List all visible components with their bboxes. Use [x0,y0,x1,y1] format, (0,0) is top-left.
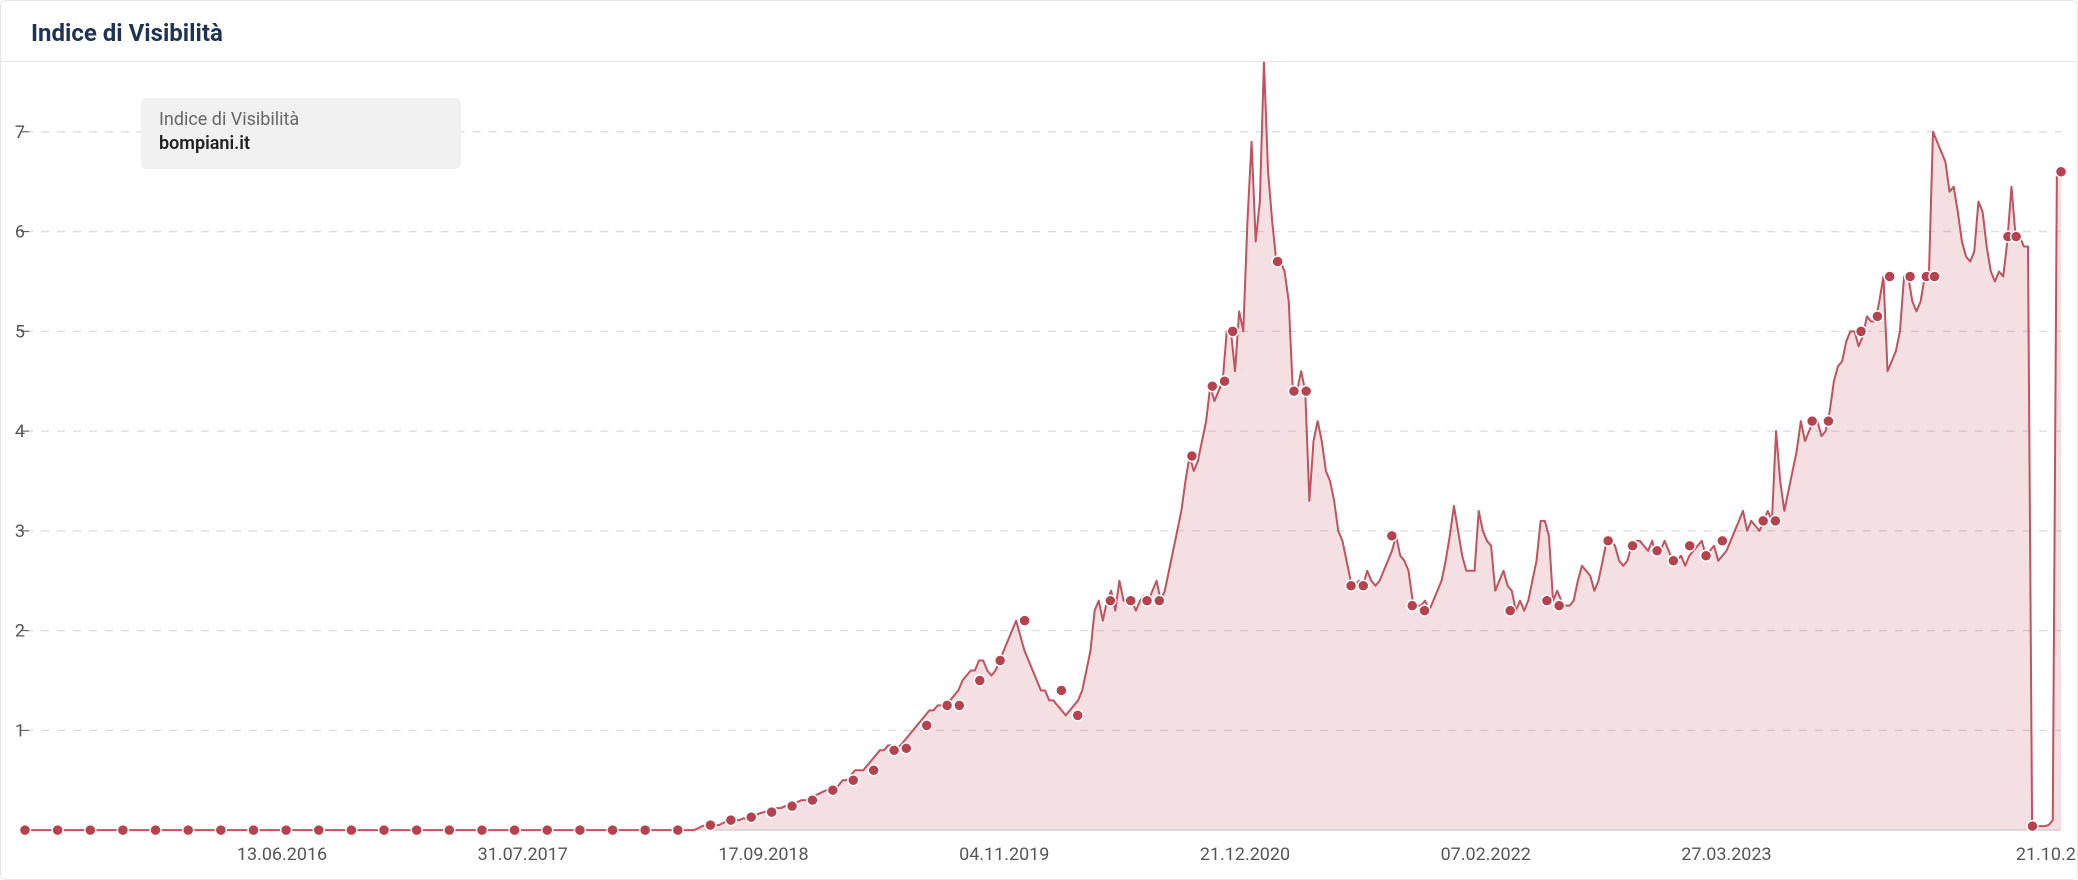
chart-data-point[interactable] [1186,451,1197,462]
chart-data-point[interactable] [379,825,390,836]
x-axis-tick-label: 21.10.2024 [2016,844,2077,865]
chart-data-point[interactable] [746,812,757,823]
legend-series-title: Indice di Visibilità [159,108,439,132]
chart-data-point[interactable] [1288,386,1299,397]
chart-data-point[interactable] [1554,600,1565,611]
chart-data-point[interactable] [1154,595,1165,606]
chart-data-point[interactable] [1346,580,1357,591]
chart-data-point[interactable] [1505,605,1516,616]
chart-data-point[interactable] [1717,535,1728,546]
card-title[interactable]: Indice di Visibilità [31,19,2047,47]
x-axis-tick-label: 21.12.2020 [1200,844,1290,865]
chart-data-point[interactable] [574,825,585,836]
chart-data-point[interactable] [1603,535,1614,546]
chart-data-point[interactable] [1125,595,1136,606]
visibility-chart[interactable]: 123456713.06.201631.07.201717.09.201804.… [1,62,2077,876]
chart-data-point[interactable] [1386,530,1397,541]
chart-data-point[interactable] [248,825,259,836]
chart-data-point[interactable] [19,825,30,836]
chart-data-point[interactable] [444,825,455,836]
chart-data-point[interactable] [1770,515,1781,526]
chart-data-point[interactable] [827,785,838,796]
x-axis-tick-label: 07.02.2022 [1441,844,1531,865]
chart-data-point[interactable] [1227,326,1238,337]
chart-data-point[interactable] [1219,376,1230,387]
chart-data-point[interactable] [509,825,520,836]
chart-data-point[interactable] [1207,381,1218,392]
chart-area-fill [25,62,2061,830]
x-axis-tick-label: 04.11.2019 [959,844,1049,865]
chart-data-point[interactable] [640,825,651,836]
chart-data-point[interactable] [2056,166,2067,177]
chart-data-point[interactable] [705,820,716,831]
chart-data-point[interactable] [921,720,932,731]
chart-data-point[interactable] [1701,550,1712,561]
x-axis-tick-label: 13.06.2016 [237,844,327,865]
chart-data-point[interactable] [52,825,63,836]
chart-data-point[interactable] [1056,685,1067,696]
chart-data-point[interactable] [1807,416,1818,427]
chart-data-point[interactable] [1072,710,1083,721]
chart-data-point[interactable] [1758,515,1769,526]
chart-container: 123456713.06.201631.07.201717.09.201804.… [1,62,2077,876]
chart-data-point[interactable] [1905,271,1916,282]
chart-data-point[interactable] [215,825,226,836]
chart-data-point[interactable] [1301,386,1312,397]
chart-data-point[interactable] [672,825,683,836]
chart-data-point[interactable] [607,825,618,836]
chart-data-point[interactable] [942,700,953,711]
chart-data-point[interactable] [1541,595,1552,606]
visibility-index-card: Indice di Visibilità 123456713.06.201631… [0,0,2078,880]
chart-data-point[interactable] [1929,271,1940,282]
chart-data-point[interactable] [2011,231,2022,242]
chart-data-point[interactable] [117,825,128,836]
chart-data-point[interactable] [183,825,194,836]
chart-data-point[interactable] [1627,540,1638,551]
chart-data-point[interactable] [1419,605,1430,616]
chart-data-point[interactable] [725,815,736,826]
chart-data-point[interactable] [1142,595,1153,606]
chart-data-point[interactable] [1823,416,1834,427]
chart-data-point[interactable] [2027,821,2038,832]
chart-data-point[interactable] [1668,555,1679,566]
chart-data-point[interactable] [995,655,1006,666]
chart-data-point[interactable] [807,795,818,806]
chart-data-point[interactable] [787,801,798,812]
chart-data-point[interactable] [1272,256,1283,267]
chart-data-point[interactable] [889,745,900,756]
x-axis-tick-label: 31.07.2017 [478,844,568,865]
chart-data-point[interactable] [1884,271,1895,282]
chart-data-point[interactable] [150,825,161,836]
chart-data-point[interactable] [954,700,965,711]
chart-data-point[interactable] [1358,580,1369,591]
chart-data-point[interactable] [901,743,912,754]
chart-data-point[interactable] [411,825,422,836]
chart-data-point[interactable] [1872,311,1883,322]
chart-legend-tooltip: Indice di Visibilità bompiani.it [141,98,461,169]
legend-domain: bompiani.it [159,132,439,156]
chart-data-point[interactable] [848,775,859,786]
chart-data-point[interactable] [346,825,357,836]
chart-data-point[interactable] [868,765,879,776]
chart-data-point[interactable] [1105,595,1116,606]
x-axis-tick-label: 27.03.2023 [1681,844,1771,865]
chart-data-point[interactable] [281,825,292,836]
chart-data-point[interactable] [1019,615,1030,626]
chart-data-point[interactable] [476,825,487,836]
x-axis-tick-label: 17.09.2018 [718,844,808,865]
chart-data-point[interactable] [1684,540,1695,551]
chart-data-point[interactable] [766,807,777,818]
chart-data-point[interactable] [1652,545,1663,556]
chart-data-point[interactable] [1407,600,1418,611]
chart-data-point[interactable] [313,825,324,836]
chart-data-point[interactable] [85,825,96,836]
chart-data-point[interactable] [542,825,553,836]
chart-data-point[interactable] [974,675,985,686]
card-header: Indice di Visibilità [1,1,2077,62]
chart-data-point[interactable] [1856,326,1867,337]
